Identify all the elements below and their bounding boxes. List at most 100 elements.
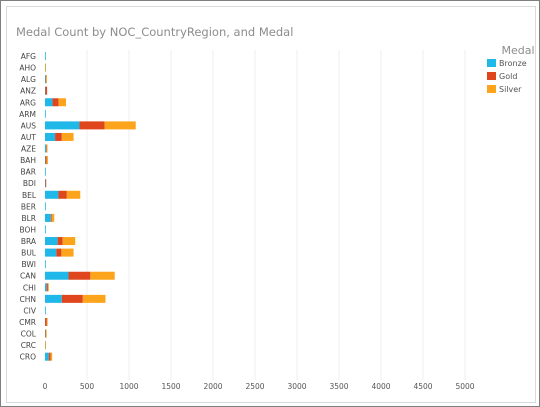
x-tick-label: 2000 (203, 382, 222, 391)
legend-swatch-silver (487, 85, 496, 93)
bar-silver[interactable] (90, 271, 115, 280)
bar-silver[interactable] (62, 237, 76, 246)
bar-silver[interactable] (47, 283, 49, 292)
bar-bronze[interactable] (45, 75, 46, 84)
chart-visual-container[interactable] (6, 6, 536, 403)
bar-gold[interactable] (52, 98, 59, 107)
y-tick-label: BEL (22, 191, 37, 200)
y-tick-label: BOH (19, 225, 36, 234)
bar-silver[interactable] (45, 341, 46, 350)
bar-gold[interactable] (50, 213, 52, 222)
bar-bronze[interactable] (45, 98, 53, 107)
bar-gold[interactable] (45, 317, 47, 326)
x-tick-label: 5000 (455, 382, 474, 391)
y-tick-label: ARG (20, 98, 36, 107)
y-tick-label: AUS (21, 121, 37, 130)
bar-bronze[interactable] (45, 213, 51, 222)
bar-gold[interactable] (68, 271, 91, 280)
y-tick-label: AFG (21, 52, 36, 61)
legend-label-gold[interactable]: Gold (499, 72, 517, 81)
legend-title: Medal (501, 44, 534, 57)
legend-label-bronze[interactable]: Bronze (499, 59, 527, 68)
bar-gold[interactable] (56, 248, 62, 257)
bar-bronze[interactable] (45, 294, 62, 303)
x-tick-label: 3000 (287, 382, 306, 391)
bar-bronze[interactable] (45, 248, 57, 257)
bar-gold[interactable] (57, 237, 63, 246)
bar-gold[interactable] (45, 156, 47, 165)
bar-bronze[interactable] (45, 283, 47, 292)
x-tick-label: 2500 (245, 382, 264, 391)
x-tick-label: 1500 (161, 382, 180, 391)
bar-bronze[interactable] (45, 352, 49, 361)
y-tick-label: AUT (21, 133, 37, 142)
y-tick-label: CHI (23, 283, 36, 292)
y-tick-label: ANZ (20, 87, 36, 96)
bar-gold[interactable] (45, 179, 47, 188)
y-tick-label: CRC (21, 341, 36, 350)
bar-silver[interactable] (66, 190, 81, 199)
bar-silver[interactable] (104, 121, 136, 130)
y-tick-label: BAR (21, 168, 37, 177)
bar-bronze[interactable] (45, 179, 46, 188)
bar-silver[interactable] (51, 213, 55, 222)
y-tick-label: ALG (21, 75, 36, 84)
y-tick-label: BER (21, 202, 36, 211)
bar-bronze[interactable] (45, 237, 58, 246)
bar-silver[interactable] (61, 248, 74, 257)
bar-gold[interactable] (61, 294, 83, 303)
bar-gold[interactable] (58, 190, 67, 199)
bar-silver[interactable] (61, 132, 74, 141)
bar-bronze[interactable] (45, 260, 46, 269)
bar-silver[interactable] (46, 317, 48, 326)
bar-silver[interactable] (50, 352, 53, 361)
bar-bronze[interactable] (45, 329, 46, 338)
y-tick-label: BAH (20, 156, 36, 165)
bar-gold[interactable] (45, 86, 48, 95)
y-tick-label: BUL (21, 249, 37, 258)
bar-bronze[interactable] (45, 86, 46, 95)
bar-bronze[interactable] (45, 52, 46, 60)
bar-gold[interactable] (48, 352, 51, 361)
bar-bronze[interactable] (45, 167, 46, 176)
y-tick-label: CRO (20, 353, 36, 362)
y-tick-label: CHN (20, 295, 37, 304)
bar-bronze[interactable] (45, 156, 46, 165)
bar-bronze[interactable] (45, 202, 46, 211)
y-tick-label: CAN (20, 272, 36, 281)
x-tick-label: 0 (43, 382, 48, 391)
bar-silver[interactable] (45, 329, 47, 338)
bar-silver[interactable] (45, 63, 46, 72)
bar-bronze[interactable] (45, 190, 59, 199)
bar-silver[interactable] (58, 98, 66, 107)
y-tick-label: COL (21, 330, 37, 339)
legend-label-silver[interactable]: Silver (499, 85, 522, 94)
bar-gold[interactable] (55, 132, 62, 141)
x-tick-label: 1000 (119, 382, 138, 391)
chart-title: Medal Count by NOC_CountryRegion, and Me… (16, 25, 294, 39)
bar-gold[interactable] (79, 121, 105, 130)
y-tick-label: BRA (21, 237, 37, 246)
bar-silver[interactable] (82, 294, 106, 303)
bar-bronze[interactable] (45, 109, 46, 118)
bar-silver[interactable] (46, 75, 47, 84)
bar-silver[interactable] (46, 144, 48, 153)
bar-bronze[interactable] (45, 225, 46, 234)
bar-gold[interactable] (45, 329, 47, 338)
bar-gold[interactable] (45, 75, 47, 84)
y-tick-label: AZE (21, 145, 36, 154)
y-tick-label: BWI (21, 260, 36, 269)
bar-silver[interactable] (46, 156, 48, 165)
y-tick-label: AHO (19, 64, 36, 73)
bar-bronze[interactable] (45, 132, 56, 141)
bar-bronze[interactable] (45, 121, 80, 130)
y-tick-label: ARM (19, 110, 36, 119)
bar-bronze[interactable] (45, 144, 47, 153)
y-tick-label: BLR (21, 214, 36, 223)
bar-bronze[interactable] (45, 271, 69, 280)
bar-gold[interactable] (46, 283, 48, 292)
legend-swatch-bronze (487, 59, 496, 67)
bar-bronze[interactable] (45, 306, 46, 315)
bar-gold[interactable] (46, 144, 48, 153)
